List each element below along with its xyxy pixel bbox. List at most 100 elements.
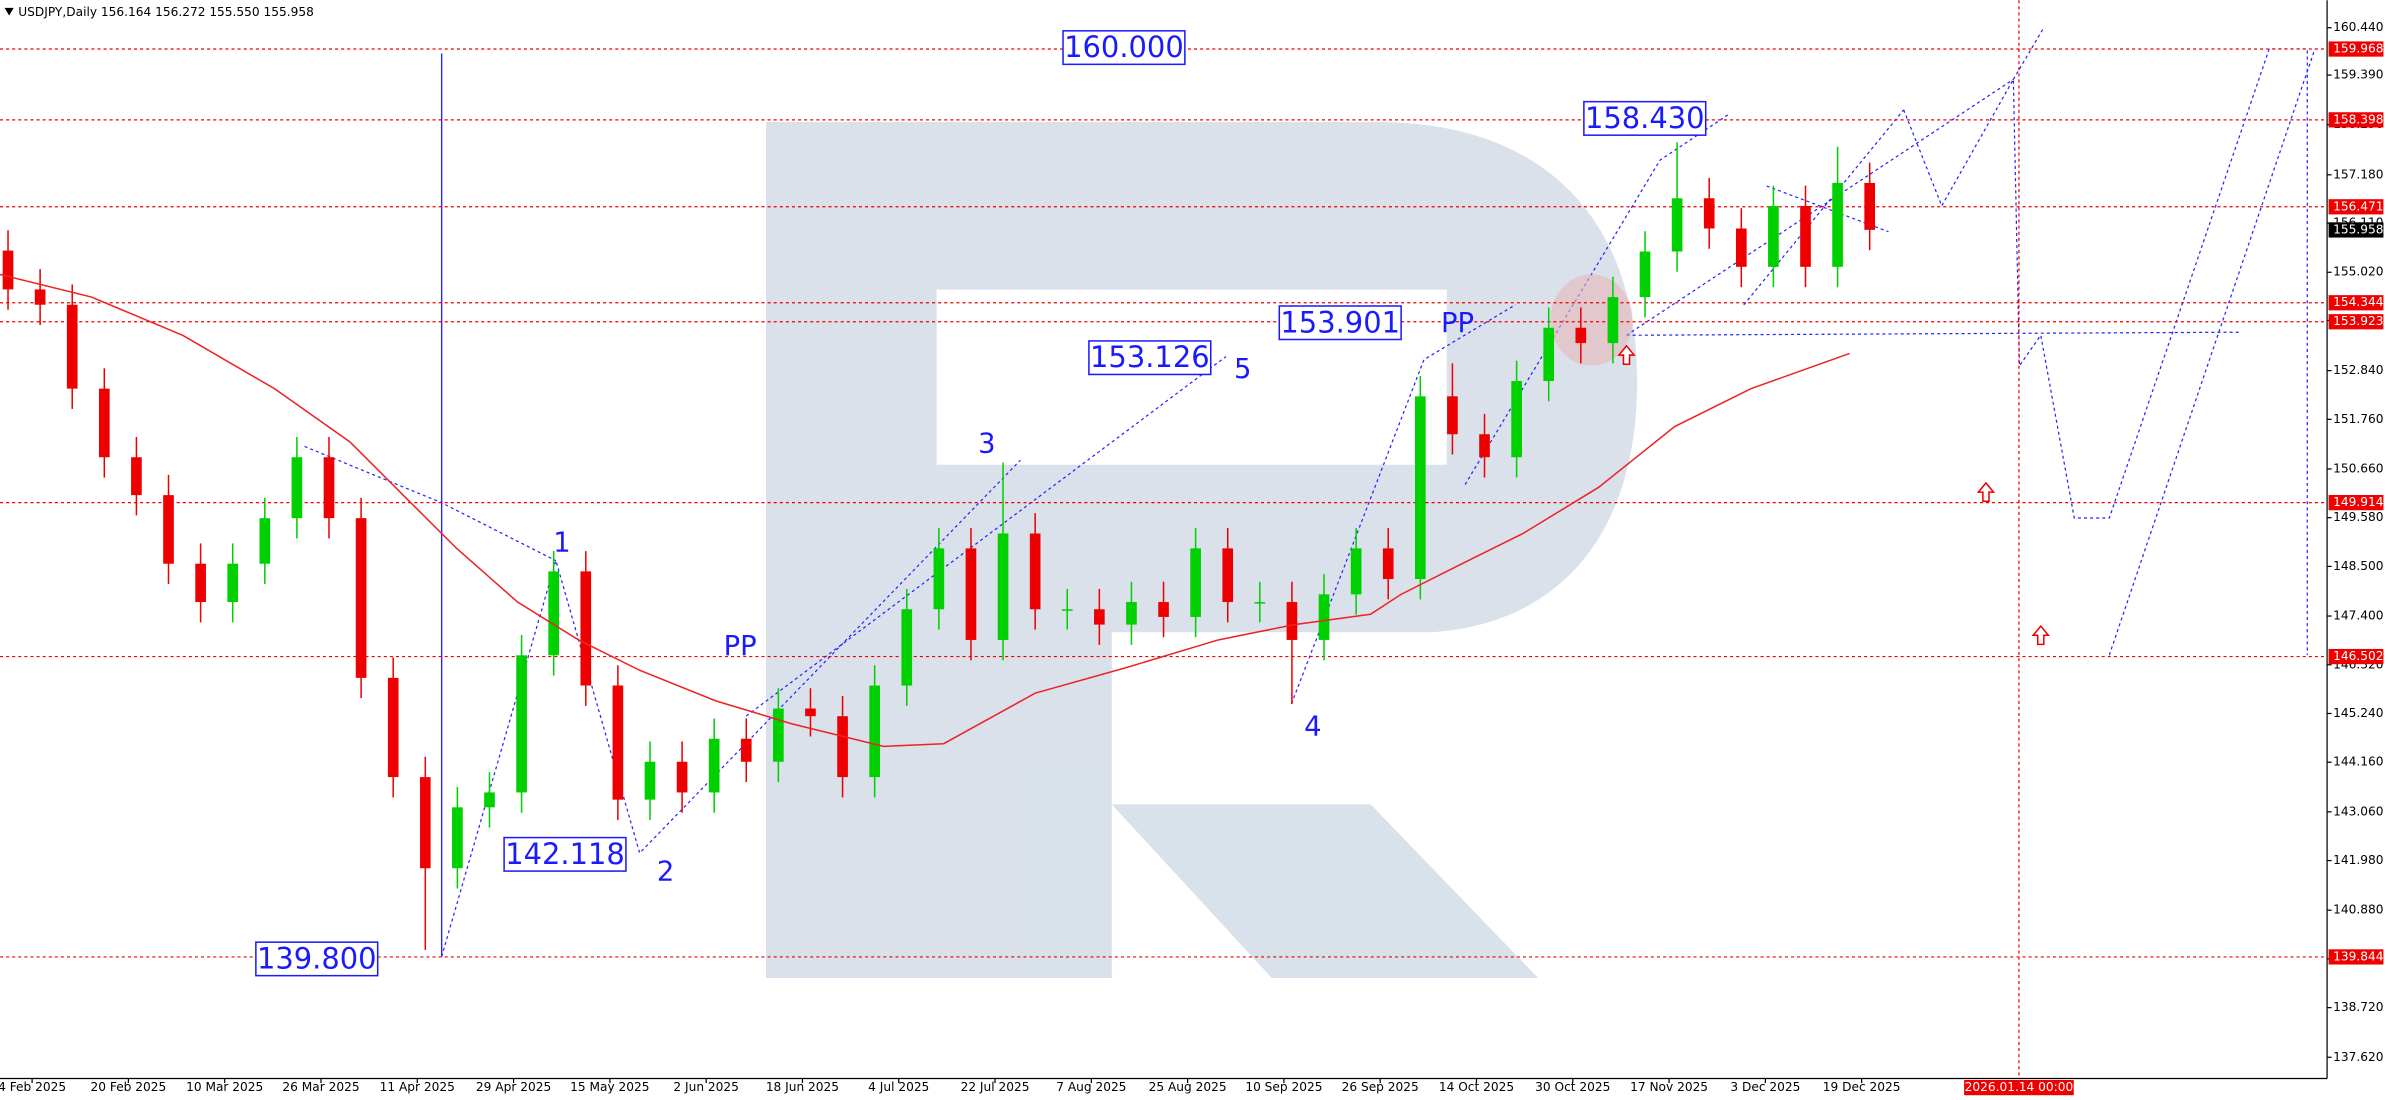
y-tick-label: 143.060 [2333, 804, 2383, 818]
level-box [2328, 112, 2384, 128]
level-label: 146.502 [2333, 649, 2383, 663]
price-label: 153.901 [1280, 305, 1400, 339]
y-tick-label: 138.720 [2333, 1000, 2383, 1014]
level-label: 158.398 [2333, 112, 2383, 126]
wave-label: PP [724, 631, 757, 662]
candle-body [1029, 533, 1041, 610]
y-tick-label: 157.180 [2333, 167, 2383, 181]
candle-body [227, 563, 239, 603]
candle-body [1768, 205, 1779, 267]
y-tick-label: 141.980 [2333, 853, 2383, 867]
x-tick-label: 2 Jun 2025 [673, 1080, 738, 1094]
candle-body [355, 518, 367, 678]
y-tick-label: 140.880 [2333, 903, 2383, 917]
candle-body [1318, 594, 1330, 640]
candle-body [1543, 327, 1555, 381]
candle-body [1126, 602, 1137, 625]
level-label: 156.471 [2333, 199, 2383, 213]
x-tick-label: 29 Apr 2025 [476, 1080, 551, 1094]
current-price-label: 155.958 [2333, 222, 2383, 236]
candle-body [516, 655, 527, 793]
price-label: 139.800 [257, 941, 377, 975]
level-label: 154.344 [2333, 295, 2384, 309]
price-label-box [1062, 30, 1186, 66]
x-tick-label: 26 Mar 2025 [282, 1080, 359, 1094]
y-tick-label: 137.620 [2333, 1050, 2383, 1064]
level-label: 159.968 [2333, 42, 2383, 56]
x-tick-label: 11 Apr 2025 [380, 1080, 455, 1094]
price-label-box [1278, 305, 1402, 341]
candle-body [34, 289, 46, 305]
cursor-date-label: 2026.01.14 00:00 [1965, 1080, 2074, 1094]
level-box [2328, 41, 2384, 57]
x-tick-label: 22 Jul 2025 [961, 1080, 1030, 1094]
candle-body [98, 388, 110, 458]
candle-body [419, 777, 431, 869]
wave-label: PP [1441, 308, 1474, 339]
candle-body [965, 548, 977, 640]
wave-label: 4 [1304, 712, 1321, 743]
candle-body [323, 457, 335, 519]
candle-body [1414, 396, 1426, 580]
x-tick-label: 30 Oct 2025 [1535, 1080, 1610, 1094]
y-tick-label: 144.160 [2333, 755, 2383, 769]
candle-body [2, 250, 14, 290]
candle-body [1607, 297, 1619, 344]
level-label: 139.844 [2333, 949, 2384, 963]
x-tick-label: 10 Mar 2025 [186, 1080, 263, 1094]
current-price-box [2328, 222, 2384, 238]
x-tick-label: 14 Oct 2025 [1439, 1080, 1514, 1094]
level-box [2328, 495, 2384, 511]
price-label: 142.118 [505, 837, 625, 871]
level-box [2328, 949, 2384, 965]
candle-body [259, 518, 271, 564]
price-label-box [503, 836, 627, 872]
y-tick-label: 150.660 [2333, 461, 2383, 475]
x-tick-label: 25 Aug 2025 [1149, 1080, 1227, 1094]
candle-body [1158, 602, 1169, 617]
candle-body [1479, 434, 1490, 458]
moving-average [0, 273, 1850, 748]
candle-body [548, 571, 560, 656]
candle-body [805, 708, 816, 717]
candle-body [997, 533, 1009, 640]
candle-body [1350, 548, 1362, 595]
arrows [1617, 344, 2051, 646]
level-label: 149.914 [2333, 495, 2384, 509]
candle-body [1639, 251, 1651, 298]
candle-body [131, 457, 142, 496]
y-tick-label: 152.840 [2333, 363, 2383, 377]
price-label: 158.430 [1585, 101, 1705, 135]
candle-body [708, 738, 720, 793]
candle-body [1800, 205, 1811, 267]
wave-label: 3 [978, 428, 995, 459]
x-tick-label: 10 Sep 2025 [1245, 1080, 1322, 1094]
candle-body [1094, 609, 1105, 625]
x-tick-label: 4 Jul 2025 [868, 1080, 929, 1094]
y-tick-label: 160.440 [2333, 20, 2383, 34]
x-tick-label: 18 Jun 2025 [766, 1080, 839, 1094]
candle-body [1575, 327, 1587, 344]
candle-body [66, 304, 78, 389]
candle-body [1286, 602, 1298, 640]
candle-body [901, 609, 913, 686]
wave-label: 2 [657, 856, 674, 887]
level-box [2328, 314, 2384, 330]
candle-body [612, 685, 624, 800]
x-tick-label: 15 May 2025 [570, 1080, 649, 1094]
candle-body [1061, 609, 1073, 611]
x-tick-label: 26 Sep 2025 [1342, 1080, 1419, 1094]
price-label: 160.000 [1064, 30, 1184, 64]
candle-body [1832, 182, 1843, 267]
candle-body [1864, 182, 1876, 230]
candle-body [580, 571, 592, 686]
candle-body [676, 761, 688, 793]
price-label-box [1583, 100, 1707, 136]
candle-body [291, 457, 303, 519]
wave-label: 1 [553, 527, 570, 558]
candle-body [1190, 548, 1201, 617]
x-tick-label: 7 Aug 2025 [1056, 1080, 1126, 1094]
